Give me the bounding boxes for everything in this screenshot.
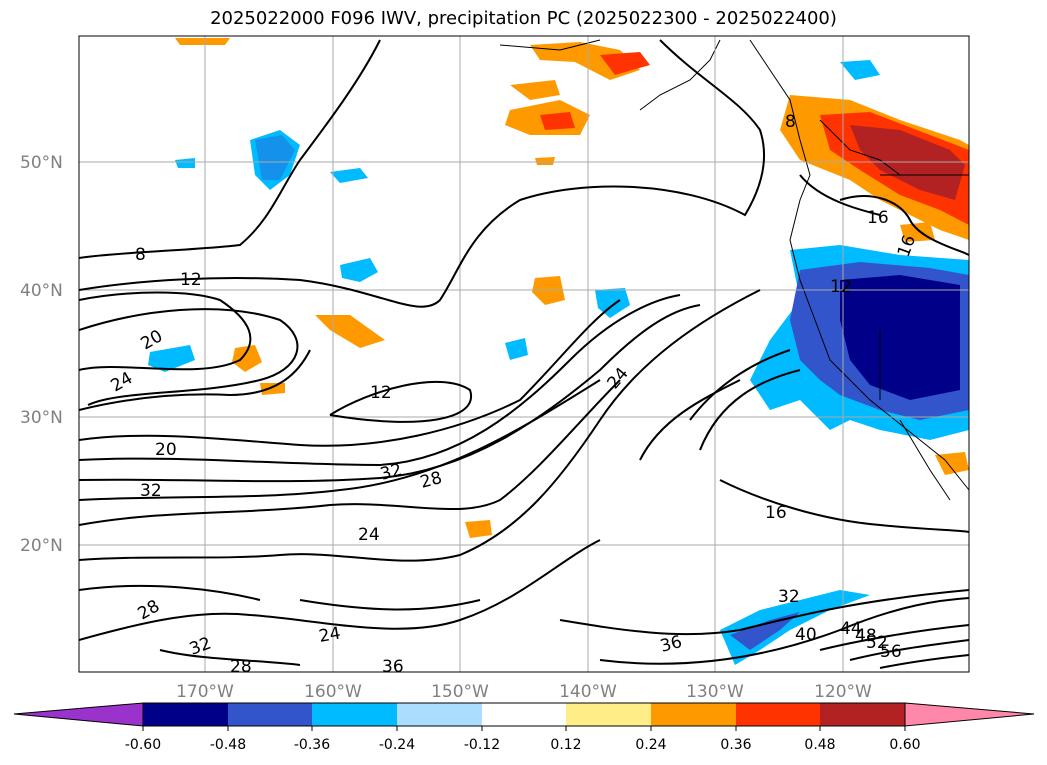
lat-axis: 50°N 40°N 30°N 20°N	[20, 153, 63, 556]
contour-label: 52	[866, 633, 888, 653]
plot-title: 2025022000 F096 IWV, precipitation PC (2…	[210, 8, 837, 29]
colorbar-tick-label: 0.60	[889, 737, 920, 753]
colorbar-segment	[482, 703, 566, 726]
colorbar-tick-label: 0.48	[804, 737, 835, 753]
colorbar-tick-label: 0.24	[635, 737, 666, 753]
lon-label: 140°W	[559, 682, 617, 702]
lon-label: 170°W	[176, 682, 234, 702]
contour-label: 24	[358, 525, 380, 545]
colorbar-segment	[397, 703, 482, 726]
contour-label: 8	[785, 112, 796, 132]
colorbar-tick-label: -0.48	[210, 737, 246, 753]
lon-label: 160°W	[304, 682, 362, 702]
map-plot-area: 8 12 20 24 12 20 32 32 28 24 28 32 28 24…	[79, 36, 969, 677]
contour-label: 28	[230, 657, 252, 677]
contour-label: 16	[765, 503, 787, 523]
contour-label: 24	[317, 623, 342, 646]
colorbar-arrow-left	[13, 702, 144, 727]
colorbar-segment	[312, 703, 397, 726]
gridlines	[79, 36, 969, 672]
colorbar-segment	[820, 703, 905, 726]
contour-label: 12	[830, 277, 852, 297]
contour-label: 44	[840, 619, 862, 639]
lat-label: 40°N	[20, 281, 63, 301]
contour-label: 20	[155, 440, 177, 460]
contour-label: 40	[795, 625, 817, 645]
contour-label: 12	[370, 383, 392, 403]
contour-label: 32	[140, 481, 162, 501]
colorbar-tick-label: -0.36	[294, 737, 330, 753]
colorbar-tick-label: 0.12	[550, 737, 581, 753]
colorbar-tick-label: -0.12	[464, 737, 500, 753]
contour-label: 32	[778, 587, 800, 607]
map-border	[78, 35, 970, 673]
colorbar-tick-label: 0.36	[720, 737, 751, 753]
lon-label: 150°W	[431, 682, 489, 702]
coastlines	[499, 39, 969, 501]
lon-axis: 170°W 160°W 150°W 140°W 130°W 120°W	[176, 682, 872, 702]
contour-label: 16	[867, 208, 889, 228]
colorbar-segment	[228, 703, 312, 726]
colorbar: -0.60 -0.48 -0.36 -0.24 -0.12 0.12 0.24 …	[13, 702, 1035, 753]
colorbar-tick-label: -0.60	[125, 737, 161, 753]
colorbar-segment	[736, 703, 820, 726]
iwv-contours	[79, 39, 969, 669]
contour-label: 12	[180, 270, 202, 290]
colorbar-segment	[651, 703, 736, 726]
colorbar-border	[142, 702, 906, 727]
contour-label: 36	[382, 657, 404, 677]
colorbar-arrow-right	[904, 702, 1035, 727]
colorbar-segment	[566, 703, 651, 726]
lat-label: 20°N	[20, 536, 63, 556]
contour-label: 8	[135, 245, 146, 265]
colorbar-segment	[143, 703, 228, 726]
lon-label: 120°W	[814, 682, 872, 702]
contour-label: 48	[855, 626, 877, 646]
lon-label: 130°W	[686, 682, 744, 702]
colorbar-tick-label: -0.24	[379, 737, 415, 753]
contour-label: 56	[880, 642, 902, 662]
lat-label: 50°N	[20, 153, 63, 173]
lat-label: 30°N	[20, 408, 63, 428]
